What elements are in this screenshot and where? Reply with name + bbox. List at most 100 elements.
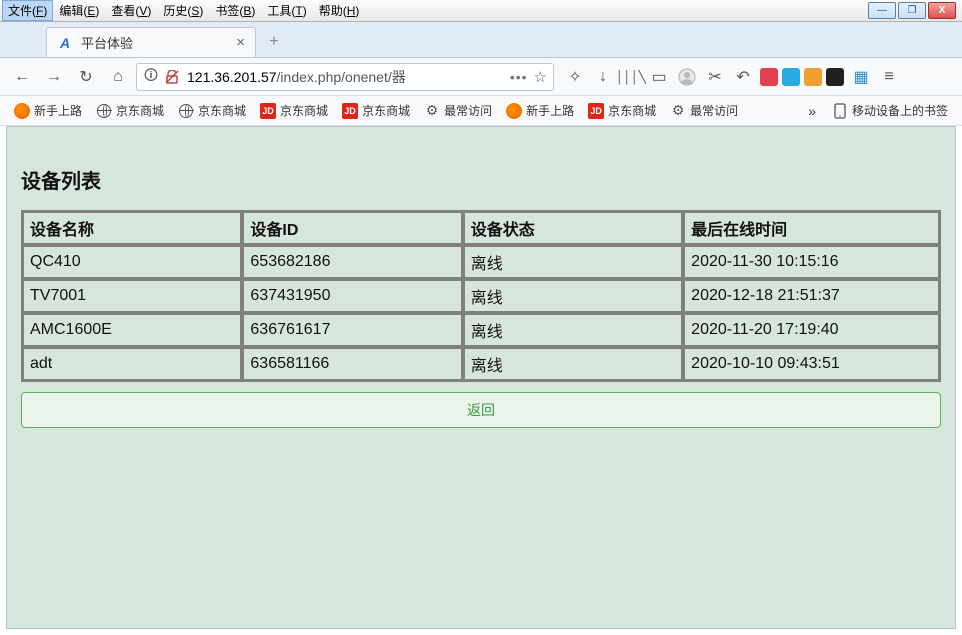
table-cell: 636581166 xyxy=(243,348,461,380)
menu-b[interactable]: 书签(B) xyxy=(209,0,261,21)
browser-tab[interactable]: A 平台体验 × xyxy=(46,27,256,57)
extensions-gift-icon[interactable]: ▦ xyxy=(848,63,874,91)
page-viewport: 设备列表 设备名称设备ID设备状态最后在线时间 QC410653682186离线… xyxy=(6,126,956,629)
tab-strip: A 平台体验 × + xyxy=(0,22,962,58)
bookmarks-overflow-button[interactable]: » xyxy=(802,100,822,122)
bookmark-item-3[interactable]: JD京东商城 xyxy=(254,99,334,122)
minimize-button[interactable]: — xyxy=(868,2,896,19)
screenshot-icon[interactable]: ✂ xyxy=(702,63,728,91)
forward-button[interactable]: → xyxy=(40,63,68,91)
navigation-bar: ← → ↻ ⌂ 🛈 121.36.201.57/index.php/onenet… xyxy=(0,58,962,96)
bookmark-item-4[interactable]: JD京东商城 xyxy=(336,99,416,122)
table-cell: 2020-11-20 17:19:40 xyxy=(684,314,939,346)
page-heading: 设备列表 xyxy=(21,165,941,194)
bookmark-label: 最常访问 xyxy=(444,102,492,119)
bookmark-label: 最常访问 xyxy=(690,102,738,119)
gear-icon: ⚙ xyxy=(672,102,685,119)
table-cell: QC410 xyxy=(23,246,241,278)
menu-t[interactable]: 工具(T) xyxy=(261,0,312,21)
bookmarks-bar: 新手上路京东商城京东商城JD京东商城JD京东商城⚙最常访问新手上路JD京东商城⚙… xyxy=(0,96,962,126)
bookmark-label: 新手上路 xyxy=(526,102,574,119)
device-table: 设备名称设备ID设备状态最后在线时间 QC410653682186离线2020-… xyxy=(21,210,941,382)
tab-favicon: A xyxy=(57,35,73,51)
table-row: adt636581166离线2020-10-10 09:43:51 xyxy=(23,348,939,380)
bookmark-item-1[interactable]: 京东商城 xyxy=(90,99,170,122)
table-row: TV7001637431950离线2020-12-18 21:51:37 xyxy=(23,280,939,312)
bookmark-label: 京东商城 xyxy=(608,102,656,119)
extension-icon-3[interactable] xyxy=(826,68,844,86)
col-header: 设备ID xyxy=(243,212,461,244)
table-cell: 离线 xyxy=(464,348,682,380)
table-cell: 637431950 xyxy=(243,280,461,312)
bookmark-item-8[interactable]: ⚙ 最常访问 xyxy=(664,99,744,122)
table-cell: 636761617 xyxy=(243,314,461,346)
home-button[interactable]: ⌂ xyxy=(104,63,132,91)
menu-e[interactable]: 编辑(E) xyxy=(53,0,105,21)
firefox-icon xyxy=(506,103,522,119)
table-cell: 2020-11-30 10:15:16 xyxy=(684,246,939,278)
menu-h[interactable]: 帮助(H) xyxy=(313,0,366,21)
col-header: 设备状态 xyxy=(464,212,682,244)
pocket-icon[interactable]: ✧ xyxy=(562,63,588,91)
close-window-button[interactable]: X xyxy=(928,2,956,19)
col-header: 最后在线时间 xyxy=(684,212,939,244)
bookmark-label: 京东商城 xyxy=(280,102,328,119)
menu-f[interactable]: 文件(F) xyxy=(2,0,53,21)
table-row: QC410653682186离线2020-11-30 10:15:16 xyxy=(23,246,939,278)
reader-icon[interactable]: ▭ xyxy=(646,63,672,91)
account-icon[interactable] xyxy=(674,63,700,91)
bookmark-item-5[interactable]: ⚙ 最常访问 xyxy=(418,99,498,122)
undo-close-icon[interactable]: ↶ xyxy=(730,63,756,91)
reload-button[interactable]: ↻ xyxy=(72,63,100,91)
mobile-bookmarks-button[interactable]: 移动设备上的书签 xyxy=(826,99,954,122)
bookmark-item-7[interactable]: JD京东商城 xyxy=(582,99,662,122)
extension-icon-2[interactable] xyxy=(804,68,822,86)
back-button-page[interactable]: 返回 xyxy=(21,392,941,428)
extension-icon-0[interactable] xyxy=(760,68,778,86)
site-info-icon[interactable]: 🛈 xyxy=(143,65,159,89)
menu-s[interactable]: 历史(S) xyxy=(157,0,209,21)
new-tab-button[interactable]: + xyxy=(262,30,286,54)
downloads-icon[interactable]: ↓ xyxy=(590,63,616,91)
url-text: 121.36.201.57/index.php/onenet/器 xyxy=(187,67,504,87)
col-header: 设备名称 xyxy=(23,212,241,244)
library-icon[interactable]: │││╲ xyxy=(618,63,644,91)
table-cell: adt xyxy=(23,348,241,380)
firefox-icon xyxy=(14,103,30,119)
back-button[interactable]: ← xyxy=(8,63,36,91)
jd-icon: JD xyxy=(588,103,604,119)
tab-close-icon[interactable]: × xyxy=(236,34,245,51)
bookmark-item-6[interactable]: 新手上路 xyxy=(500,99,580,122)
globe-icon xyxy=(97,104,111,118)
gear-icon: ⚙ xyxy=(426,102,439,119)
bookmark-item-0[interactable]: 新手上路 xyxy=(8,99,88,122)
bookmark-label: 京东商城 xyxy=(116,102,164,119)
bookmark-label: 新手上路 xyxy=(34,102,82,119)
mobile-bookmarks-label: 移动设备上的书签 xyxy=(852,102,948,119)
table-cell: 离线 xyxy=(464,280,682,312)
maximize-button[interactable]: ❐ xyxy=(898,2,926,19)
globe-icon xyxy=(179,104,193,118)
menu-v[interactable]: 查看(V) xyxy=(105,0,157,21)
tab-title: 平台体验 xyxy=(81,33,228,52)
page-actions-icon[interactable]: ••• xyxy=(510,69,528,85)
table-row: AMC1600E636761617离线2020-11-20 17:19:40 xyxy=(23,314,939,346)
address-bar[interactable]: 🛈 121.36.201.57/index.php/onenet/器 ••• ☆ xyxy=(136,63,554,91)
window-buttons: — ❐ X xyxy=(868,2,960,19)
table-cell: AMC1600E xyxy=(23,314,241,346)
bookmark-star-icon[interactable]: ☆ xyxy=(534,68,547,86)
table-cell: 2020-10-10 09:43:51 xyxy=(684,348,939,380)
insecure-icon xyxy=(165,70,181,84)
table-cell: 离线 xyxy=(464,246,682,278)
table-cell: 2020-12-18 21:51:37 xyxy=(684,280,939,312)
table-cell: TV7001 xyxy=(23,280,241,312)
table-cell: 离线 xyxy=(464,314,682,346)
jd-icon: JD xyxy=(342,103,358,119)
extension-icon-1[interactable] xyxy=(782,68,800,86)
jd-icon: JD xyxy=(260,103,276,119)
bookmark-label: 京东商城 xyxy=(198,102,246,119)
mobile-icon xyxy=(832,103,848,119)
table-cell: 653682186 xyxy=(243,246,461,278)
app-menu-icon[interactable]: ≡ xyxy=(876,63,902,91)
bookmark-item-2[interactable]: 京东商城 xyxy=(172,99,252,122)
